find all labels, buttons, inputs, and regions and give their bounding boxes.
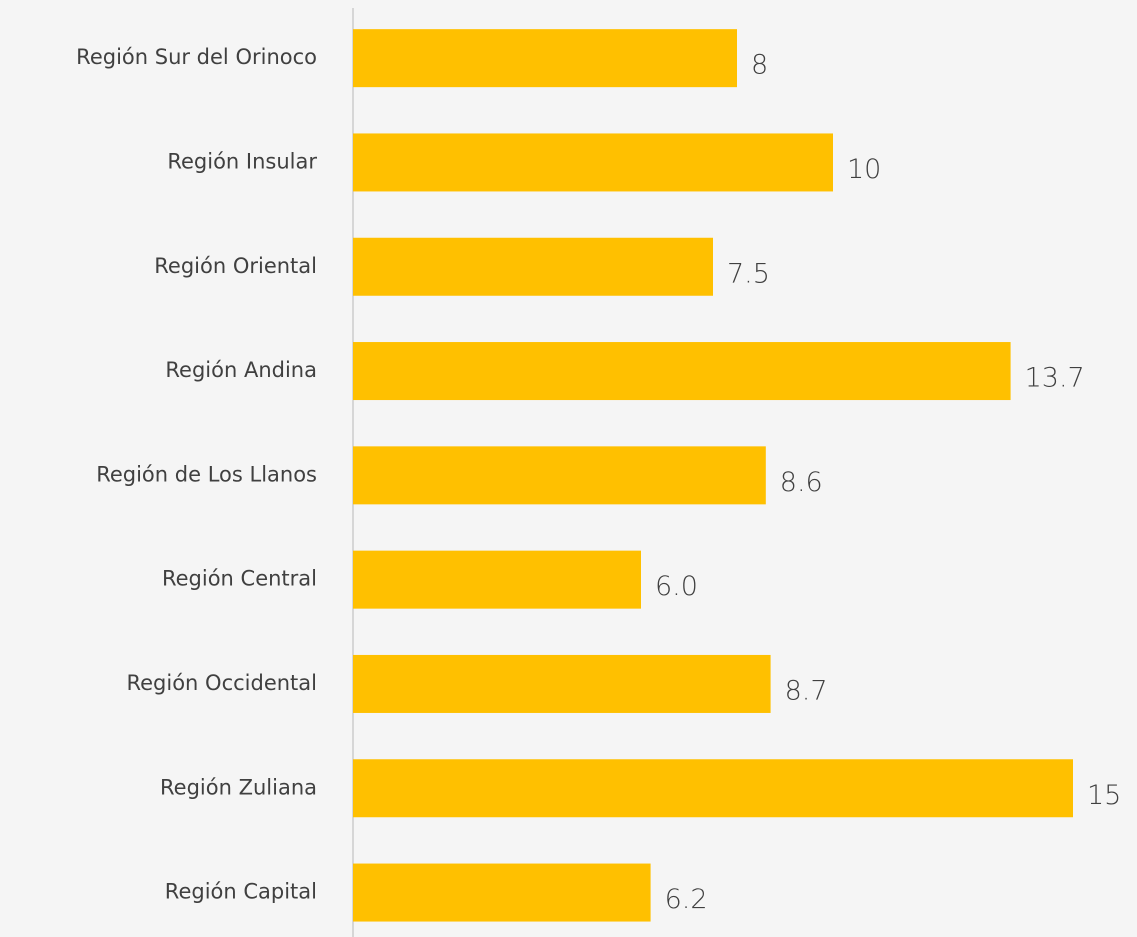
bar [353,759,1073,818]
value-label: 7.5 [727,258,770,289]
bar [353,863,651,922]
bar [353,550,641,609]
category-label: Región Capital [165,880,317,904]
bar [353,654,771,713]
value-label: 15 [1087,780,1121,811]
bar [353,29,737,88]
bar [353,133,833,192]
value-label: 8 [751,50,768,81]
value-label: 8.6 [780,467,823,498]
category-label: Región Insular [167,149,317,173]
category-label: Región Oriental [154,254,317,278]
category-label: Región Zuliana [160,775,317,799]
value-label: 6.0 [655,571,698,602]
value-label: 13.7 [1025,363,1085,394]
category-label: Región Andina [165,358,317,382]
category-label: Región Occidental [126,671,317,695]
category-label: Región Central [162,567,317,591]
bar [353,342,1011,401]
bar [353,237,713,296]
category-label: Región Sur del Orinoco [76,45,317,69]
bar [353,446,766,505]
value-label: 8.7 [785,675,828,706]
value-label: 6.2 [665,884,708,915]
category-label: Región de Los Llanos [96,462,317,486]
value-label: 10 [847,154,881,185]
